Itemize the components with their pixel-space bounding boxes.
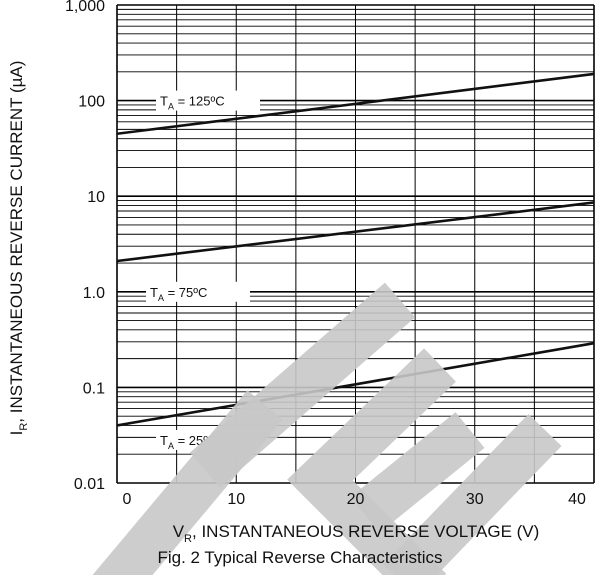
- y-axis-label: IR, INSTANTANEOUS REVERSE CURRENT (µA): [7, 61, 30, 436]
- series-line-2: [116, 341, 595, 427]
- watermark-t-bar: [189, 282, 416, 488]
- x-tick-label: 40: [568, 491, 586, 508]
- series-label-bg: [156, 90, 260, 111]
- watermark-e-low: [383, 414, 562, 580]
- series-lines: [116, 72, 595, 427]
- figure-caption: Fig. 2 Typical Reverse Characteristics: [157, 548, 443, 567]
- y-tick-label: 0.1: [83, 380, 105, 397]
- y-tick-label: 0.01: [74, 476, 105, 493]
- watermark-e-body: [287, 348, 456, 580]
- y-tick-label: 100: [78, 94, 105, 111]
- series-line-0: [116, 72, 595, 136]
- y-tick-label: 10: [87, 189, 105, 206]
- tick-labels: 0.01 0.1 1.0 10 100 1,000 0 10 20 30 40: [65, 0, 586, 508]
- grid: [116, 4, 595, 484]
- series-label: TA = 75ºC: [150, 285, 207, 303]
- x-tick-label: 20: [347, 491, 365, 508]
- series-label: TA = 125ºC: [160, 94, 225, 112]
- series-label-bg: [146, 281, 250, 302]
- x-tick-label: 30: [466, 491, 484, 508]
- y-tick-label: 1.0: [83, 285, 105, 302]
- x-tick-label: 10: [227, 491, 245, 508]
- watermark: [92, 282, 562, 580]
- series-line-1: [116, 201, 595, 263]
- x-axis-label: VR, INSTANTANEOUS REVERSE VOLTAGE (V): [173, 522, 540, 545]
- x-tick-label: 0: [123, 491, 132, 508]
- y-tick-label: 1,000: [65, 0, 105, 15]
- watermark-e-mid: [350, 412, 485, 533]
